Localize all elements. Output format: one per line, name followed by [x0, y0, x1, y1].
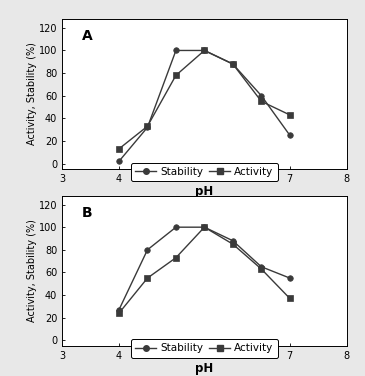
X-axis label: pH: pH	[195, 185, 214, 199]
Legend: Stability, Activity: Stability, Activity	[131, 162, 278, 181]
Text: A: A	[82, 29, 93, 43]
Y-axis label: Activity, Stability (%): Activity, Stability (%)	[27, 219, 37, 322]
Y-axis label: Activity, Stability (%): Activity, Stability (%)	[27, 42, 37, 146]
Legend: Stability, Activity: Stability, Activity	[131, 339, 278, 358]
X-axis label: pH: pH	[195, 362, 214, 375]
Text: B: B	[82, 206, 93, 220]
